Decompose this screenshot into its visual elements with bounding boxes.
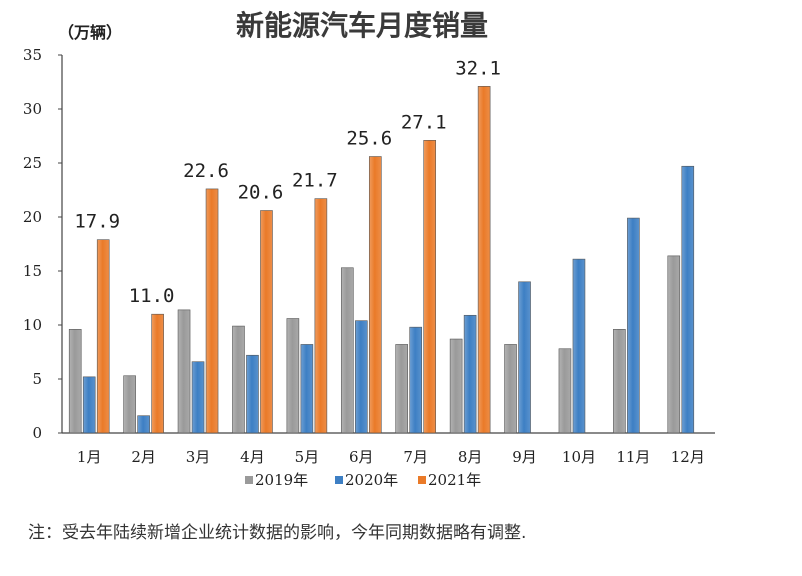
x-category-label: 6月 xyxy=(349,448,374,466)
data-label: 21.7 xyxy=(292,170,338,192)
x-category-label: 9月 xyxy=(512,448,537,466)
bar-2021年-6月 xyxy=(368,156,382,434)
y-tick-label: 25 xyxy=(23,154,42,172)
data-label: 20.6 xyxy=(238,182,284,204)
x-category-label: 1月 xyxy=(77,448,102,466)
bar-2019年-12月 xyxy=(667,255,681,434)
bar-2021年-8月 xyxy=(477,86,491,434)
legend-label: 2020年 xyxy=(345,471,398,489)
bar-2020年-4月 xyxy=(246,354,259,434)
data-label: 32.1 xyxy=(455,57,501,79)
y-tick-label: 20 xyxy=(23,208,42,226)
legend-swatch xyxy=(245,476,253,484)
bar-2021年-1月 xyxy=(96,239,110,434)
x-category-label: 3月 xyxy=(186,448,211,466)
bar-2020年-2月 xyxy=(137,415,150,434)
bar-2021年-7月 xyxy=(423,140,437,434)
bar-2020年-1月 xyxy=(82,376,96,434)
x-axis-categories: 1月 2月 3月 4月 5月 6月 7月 8月 9月 10月 11月 12月 xyxy=(77,448,705,466)
y-tick-label: 10 xyxy=(23,316,42,334)
bar-2019年-11月 xyxy=(613,329,626,434)
bar-2019年-6月 xyxy=(340,267,354,434)
bar-2021年-3月 xyxy=(205,188,219,434)
y-tick-label: 15 xyxy=(23,262,42,280)
legend-label: 2021年 xyxy=(428,471,481,489)
bar-2019年-3月 xyxy=(177,309,191,434)
data-label: 22.6 xyxy=(183,160,229,182)
bar-2020年-11月 xyxy=(627,217,640,434)
bar-2020年-9月 xyxy=(518,281,531,434)
x-category-label: 4月 xyxy=(240,448,265,466)
data-labels-group: 17.9 11.0 22.6 20.6 21.7 25.6 27.1 32.1 xyxy=(74,57,501,307)
y-axis-ticks: 0 5 10 15 20 25 30 35 xyxy=(23,46,62,442)
bar-2019年-8月 xyxy=(449,338,463,434)
bar-2019年-2月 xyxy=(123,375,136,434)
x-category-label: 2月 xyxy=(131,448,156,466)
x-category-label: 11月 xyxy=(616,448,650,466)
x-category-label: 5月 xyxy=(295,448,320,466)
bar-2020年-7月 xyxy=(409,326,423,434)
bar-2020年-6月 xyxy=(354,320,368,434)
bar-2019年-10月 xyxy=(558,348,572,434)
bar-2020年-3月 xyxy=(191,361,205,434)
x-category-label: 8月 xyxy=(458,448,483,466)
bars-group xyxy=(68,86,695,434)
legend-label: 2019年 xyxy=(255,471,308,489)
chart-title: 新能源汽车月度销量 xyxy=(236,9,488,42)
bar-2021年-2月 xyxy=(151,313,164,434)
y-tick-label: 0 xyxy=(32,424,42,442)
x-category-label: 7月 xyxy=(403,448,428,466)
bar-2021年-5月 xyxy=(314,198,328,434)
bar-2019年-7月 xyxy=(395,344,409,434)
x-category-label: 12月 xyxy=(671,448,705,466)
bar-2021年-4月 xyxy=(260,210,273,434)
legend: 2019年 2020年 2021年 xyxy=(245,471,481,489)
data-label: 11.0 xyxy=(129,285,175,307)
bar-2020年-10月 xyxy=(572,258,586,434)
x-category-label: 10月 xyxy=(562,448,596,466)
data-label: 27.1 xyxy=(401,111,447,133)
y-unit-label: （万辆） xyxy=(58,23,122,42)
bar-2020年-8月 xyxy=(463,314,477,434)
y-tick-label: 35 xyxy=(23,46,42,64)
y-tick-label: 5 xyxy=(32,370,42,388)
bar-2020年-5月 xyxy=(300,344,314,434)
bar-2019年-9月 xyxy=(504,344,517,434)
bar-2020年-12月 xyxy=(681,165,695,434)
legend-swatch xyxy=(335,476,343,484)
footnote: 注：受去年陆续新增企业统计数据的影响，今年同期数据略有调整. xyxy=(28,523,526,543)
bar-2019年-5月 xyxy=(286,318,300,434)
bar-2019年-4月 xyxy=(232,325,245,434)
y-tick-label: 30 xyxy=(23,100,42,118)
legend-swatch xyxy=(418,476,426,484)
data-label: 17.9 xyxy=(74,211,120,233)
data-label: 25.6 xyxy=(346,128,392,150)
bar-2019年-1月 xyxy=(68,329,82,434)
